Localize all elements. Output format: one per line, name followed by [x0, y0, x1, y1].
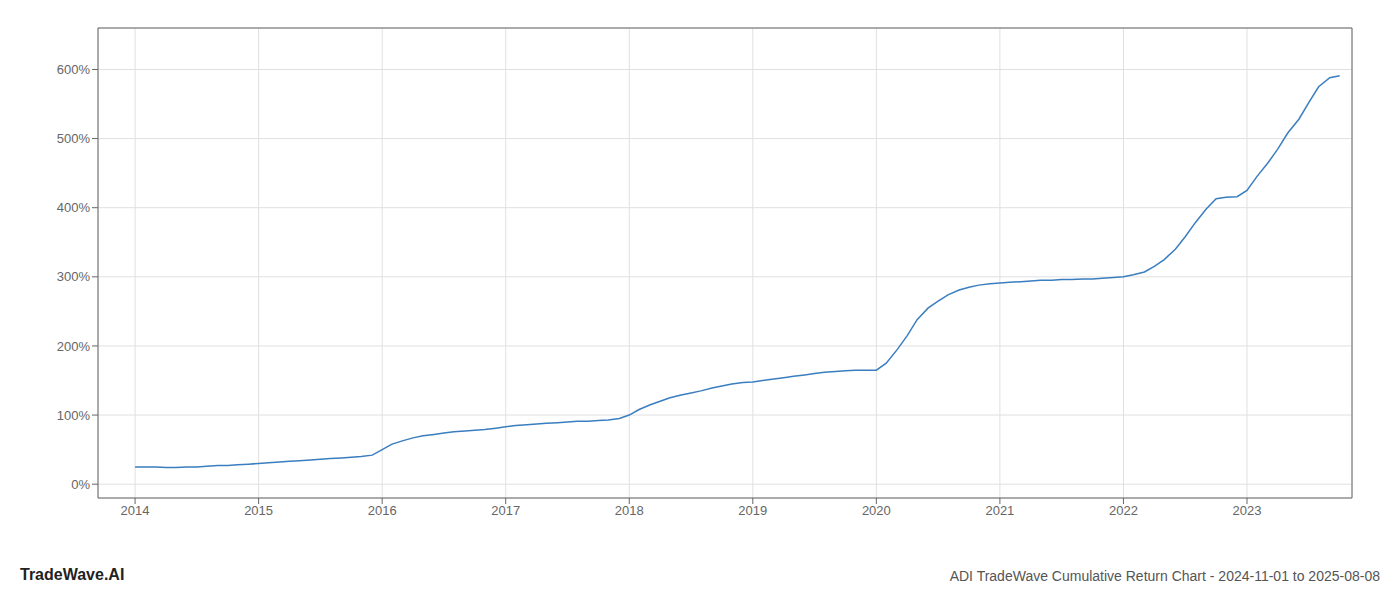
svg-text:2021: 2021 [985, 503, 1014, 518]
svg-text:2017: 2017 [491, 503, 520, 518]
svg-text:600%: 600% [57, 62, 91, 77]
svg-text:200%: 200% [57, 339, 91, 354]
svg-text:2016: 2016 [368, 503, 397, 518]
html-text:ADI TradeWave Cumulative Retur: ADI TradeWave Cumulative Return Chart - … [949, 568, 1380, 584]
svg-text:2018: 2018 [615, 503, 644, 518]
svg-text:2014: 2014 [121, 503, 150, 518]
svg-text:2023: 2023 [1233, 503, 1262, 518]
svg-text:0%: 0% [71, 477, 90, 492]
svg-text:2019: 2019 [738, 503, 767, 518]
svg-text:400%: 400% [57, 200, 91, 215]
svg-text:2015: 2015 [244, 503, 273, 518]
svg-text:2022: 2022 [1109, 503, 1138, 518]
html-text:TradeWave.AI: TradeWave.AI [20, 566, 125, 583]
svg-text:300%: 300% [57, 269, 91, 284]
svg-text:2020: 2020 [862, 503, 891, 518]
svg-text:500%: 500% [57, 131, 91, 146]
svg-text:100%: 100% [57, 408, 91, 423]
